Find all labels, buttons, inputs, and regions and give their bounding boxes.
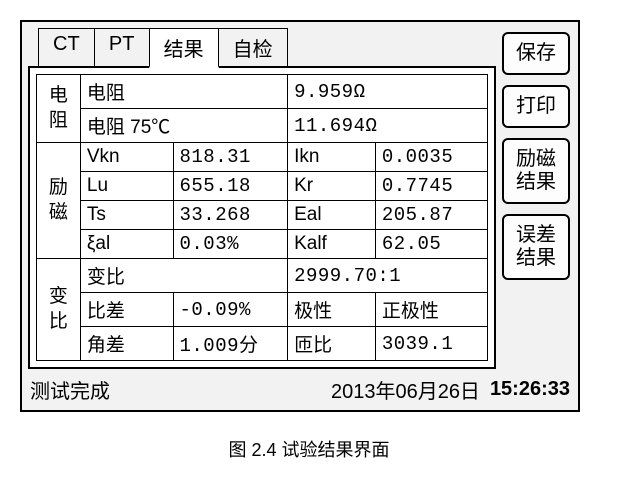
- exc-lu-value: 655.18: [173, 172, 288, 201]
- save-button[interactable]: 保存: [502, 32, 570, 75]
- device-frame: CT PT 结果 自检 电阻 电阻: [20, 20, 580, 412]
- exc-eal-label: Eal: [288, 201, 376, 230]
- ratio-jx-label: 极性: [288, 293, 376, 327]
- tab-result[interactable]: 结果: [149, 28, 219, 68]
- left-column: CT PT 结果 自检 电阻 电阻: [28, 28, 496, 369]
- section-ratio-label: 变比: [37, 259, 81, 361]
- section-res-label: 电阻: [37, 75, 81, 143]
- exc-ikn-label: Ikn: [288, 143, 376, 172]
- ratio-zb-label: 匝比: [288, 327, 376, 361]
- section-exc-label: 励磁: [37, 143, 81, 259]
- figure-caption: 图 2.4 试验结果界面: [20, 436, 598, 462]
- result-table: 电阻 电阻 9.959Ω 电阻 75℃ 11.694Ω 励磁 Vkn 818.3…: [36, 74, 488, 361]
- status-message: 测试完成: [30, 375, 110, 404]
- tab-selftest[interactable]: 自检: [218, 28, 288, 66]
- tab-bar: CT PT 结果 自检: [38, 28, 496, 66]
- ratio-bl-label: 变比: [80, 259, 287, 293]
- ratio-jx-value: 正极性: [375, 293, 487, 327]
- exc-lu-label: Lu: [80, 172, 173, 201]
- ratio-bc-value: -0.09%: [173, 293, 288, 327]
- status-date: 2013年06月26日: [331, 375, 480, 404]
- status-bar: 测试完成 2013年06月26日 15:26:33: [22, 369, 578, 410]
- exc-kr-value: 0.7745: [375, 172, 487, 201]
- print-button[interactable]: 打印: [502, 85, 570, 128]
- exc-xal-label: ξal: [80, 230, 173, 259]
- status-time: 15:26:33: [490, 378, 570, 401]
- res-r75-value: 11.694Ω: [288, 109, 488, 143]
- exc-kr-label: Kr: [288, 172, 376, 201]
- tab-ct[interactable]: CT: [38, 28, 95, 66]
- ratio-zb-value: 3039.1: [375, 327, 487, 361]
- exc-xal-value: 0.03%: [173, 230, 288, 259]
- exc-vkn-value: 818.31: [173, 143, 288, 172]
- exc-vkn-label: Vkn: [80, 143, 173, 172]
- exc-kalf-value: 62.05: [375, 230, 487, 259]
- exc-ts-label: Ts: [80, 201, 173, 230]
- excitation-result-button[interactable]: 励磁结果: [502, 138, 570, 204]
- res-r-value: 9.959Ω: [288, 75, 488, 109]
- ratio-bl-value: 2999.70:1: [288, 259, 488, 293]
- ratio-bc-label: 比差: [80, 293, 173, 327]
- exc-kalf-label: Kalf: [288, 230, 376, 259]
- ratio-jc-label: 角差: [80, 327, 173, 361]
- exc-eal-value: 205.87: [375, 201, 487, 230]
- button-column: 保存 打印 励磁结果 误差结果: [496, 28, 572, 369]
- exc-ts-value: 33.268: [173, 201, 288, 230]
- res-r75-label: 电阻 75℃: [80, 109, 287, 143]
- ratio-jc-value: 1.009分: [173, 327, 288, 361]
- top-area: CT PT 结果 自检 电阻 电阻: [22, 22, 578, 369]
- error-result-button[interactable]: 误差结果: [502, 214, 570, 280]
- result-panel: 电阻 电阻 9.959Ω 电阻 75℃ 11.694Ω 励磁 Vkn 818.3…: [28, 66, 496, 369]
- res-r-label: 电阻: [80, 75, 287, 109]
- exc-ikn-value: 0.0035: [375, 143, 487, 172]
- tab-pt[interactable]: PT: [94, 28, 150, 66]
